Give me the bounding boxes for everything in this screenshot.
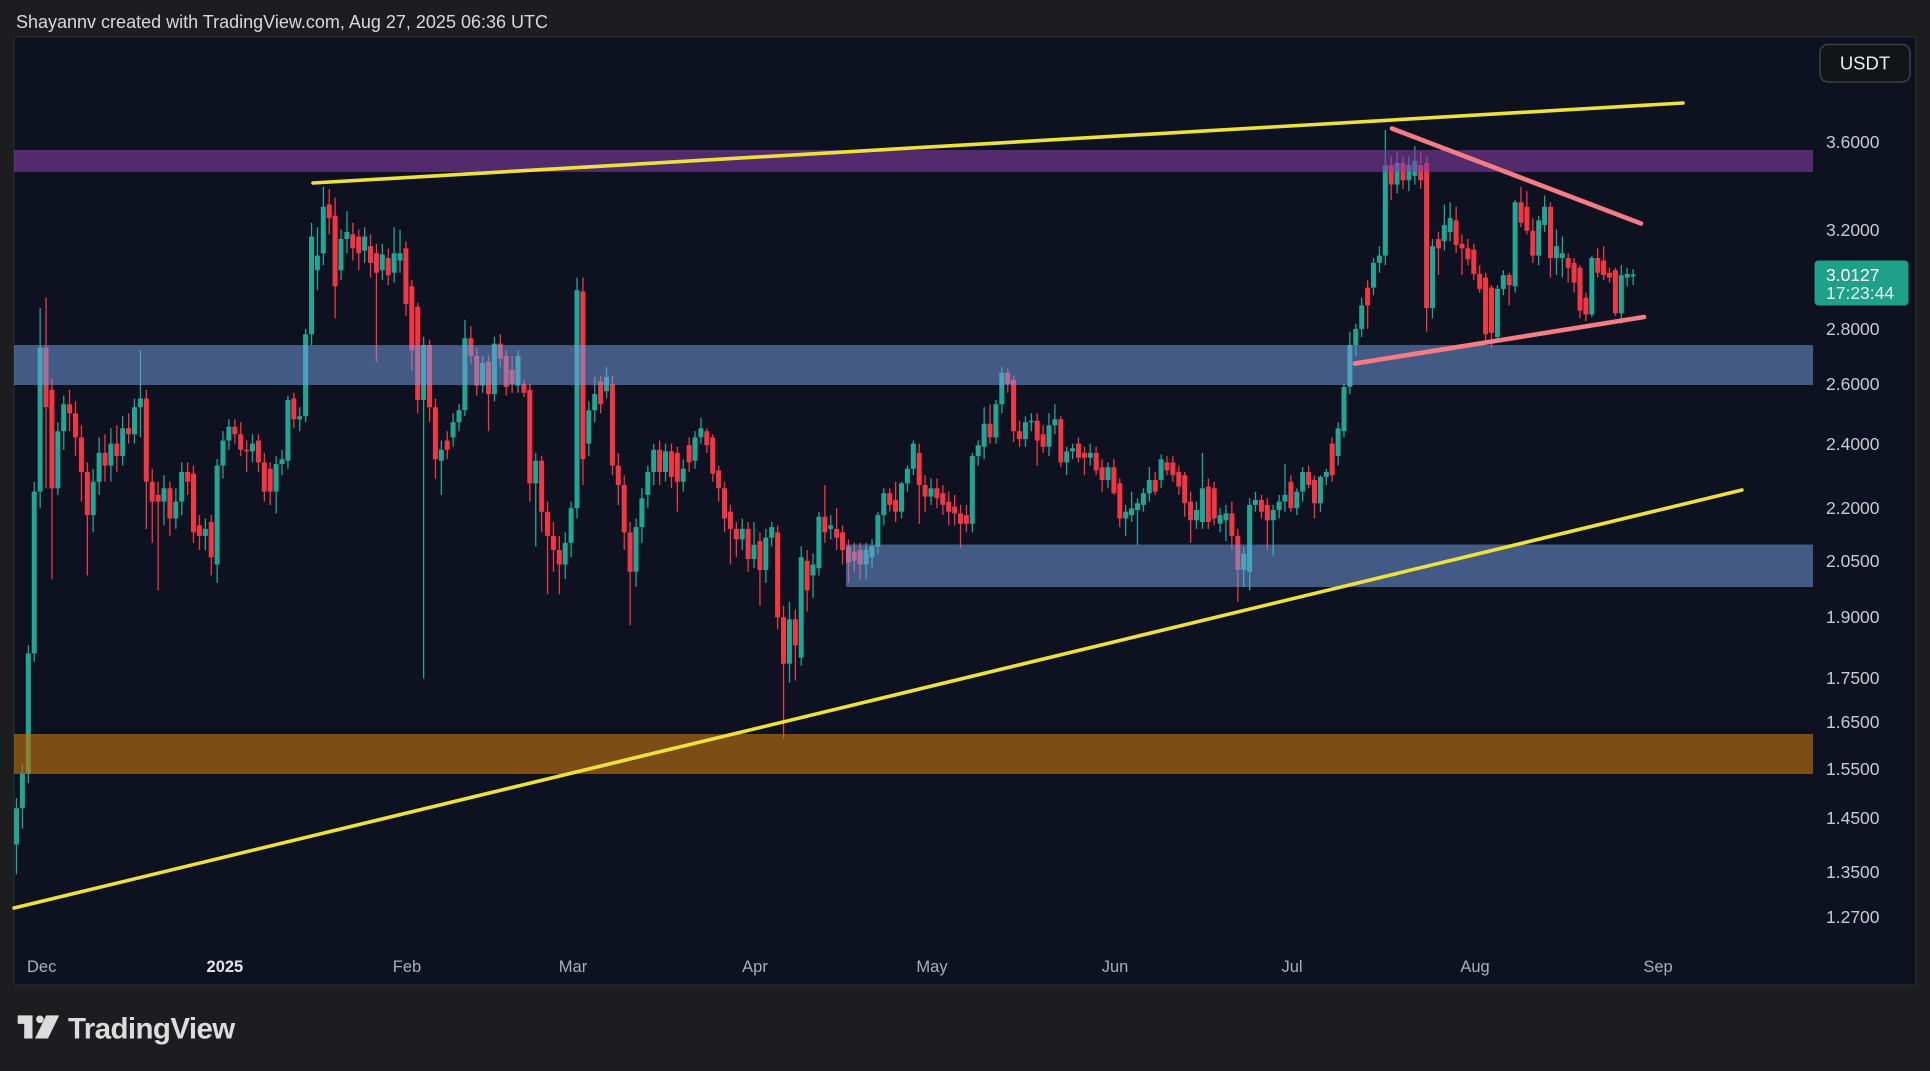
svg-text:2.4000: 2.4000 (1826, 434, 1880, 454)
svg-text:1.4500: 1.4500 (1826, 808, 1880, 828)
svg-text:3.0127: 3.0127 (1826, 265, 1880, 285)
svg-text:1.7500: 1.7500 (1826, 668, 1880, 688)
svg-text:Apr: Apr (742, 958, 768, 976)
svg-text:1.3500: 1.3500 (1826, 862, 1880, 882)
svg-text:May: May (916, 958, 948, 976)
svg-text:2.0500: 2.0500 (1826, 551, 1880, 571)
svg-text:3.2000: 3.2000 (1826, 220, 1880, 240)
svg-text:Jun: Jun (1102, 958, 1129, 976)
svg-text:1.5500: 1.5500 (1826, 759, 1880, 779)
svg-text:17:23:44: 17:23:44 (1826, 283, 1894, 303)
svg-text:1.9000: 1.9000 (1826, 607, 1880, 627)
svg-text:1.6500: 1.6500 (1826, 712, 1880, 732)
svg-text:Sep: Sep (1643, 958, 1672, 976)
svg-text:3.6000: 3.6000 (1826, 132, 1880, 152)
svg-text:USDT: USDT (1840, 53, 1890, 74)
svg-text:1.2700: 1.2700 (1826, 907, 1880, 927)
svg-text:2025: 2025 (207, 958, 244, 976)
svg-text:Shayannv created with TradingV: Shayannv created with TradingView.com, A… (16, 12, 548, 32)
svg-text:Dec: Dec (27, 958, 56, 976)
svg-text:Aug: Aug (1460, 958, 1489, 976)
svg-text:Feb: Feb (393, 958, 421, 976)
svg-text:2.6000: 2.6000 (1826, 374, 1880, 394)
svg-text:TradingView: TradingView (68, 1013, 235, 1046)
svg-text:2.8000: 2.8000 (1826, 319, 1880, 339)
svg-text:2.2000: 2.2000 (1826, 498, 1880, 518)
svg-text:Jul: Jul (1281, 958, 1302, 976)
svg-text:Mar: Mar (559, 958, 588, 976)
